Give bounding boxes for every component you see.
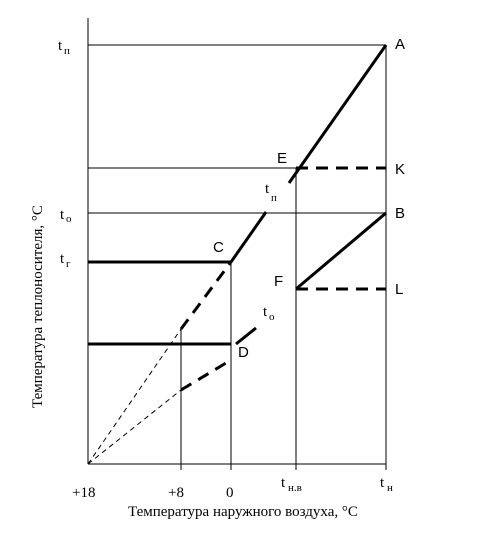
curve-tp-solid-1 (229, 211, 268, 263)
point-k-label: K (395, 161, 405, 178)
curve-to-dashed (180, 358, 232, 392)
curve-tp-dashed (179, 261, 233, 330)
svg-text:г: г (66, 258, 71, 270)
dashed-extension-lower (87, 389, 182, 465)
point-a-label: A (395, 36, 405, 53)
svg-text:п: п (271, 192, 277, 204)
x-tick-plus8: +8 (168, 485, 184, 501)
y-tick-to: t о (60, 207, 72, 225)
curve-to-solid-1 (235, 326, 257, 346)
point-f-label: F (274, 273, 283, 290)
x-tick-plus18: +18 (72, 485, 95, 501)
point-c-label: C (213, 239, 224, 256)
x-tick-tnv: t н.в (281, 475, 302, 494)
svg-text:t: t (60, 251, 65, 267)
dashed-extension-upper (87, 328, 182, 465)
point-d-label: D (238, 344, 249, 361)
curve-to-label: t о (263, 304, 275, 323)
point-e-label: E (277, 150, 287, 167)
svg-text:t: t (58, 38, 63, 54)
svg-text:t: t (281, 475, 286, 491)
curve-to-solid-2 (295, 211, 387, 291)
x-axis-title: Температура наружного воздуха, °С (128, 504, 358, 520)
curve-tp-solid-2 (287, 44, 388, 184)
svg-text:о: о (66, 213, 72, 225)
svg-text:п: п (64, 45, 70, 57)
point-l-label: L (395, 281, 403, 298)
y-tick-tp: t п (58, 38, 70, 57)
svg-text:н.в: н.в (288, 482, 302, 494)
svg-text:t: t (265, 181, 270, 197)
svg-text:о: о (269, 311, 275, 323)
svg-text:t: t (380, 475, 385, 491)
curve-tp-label: t п (265, 181, 277, 204)
y-tick-tg: t г (60, 251, 71, 270)
svg-text:t: t (60, 207, 65, 223)
x-tick-tn: t н (380, 475, 393, 494)
svg-text:н: н (387, 482, 393, 494)
svg-text:t: t (263, 304, 268, 320)
x-tick-zero: 0 (226, 485, 234, 501)
y-axis-title: Температура теплоносителя, °С (30, 205, 46, 408)
point-b-label: B (395, 205, 405, 222)
